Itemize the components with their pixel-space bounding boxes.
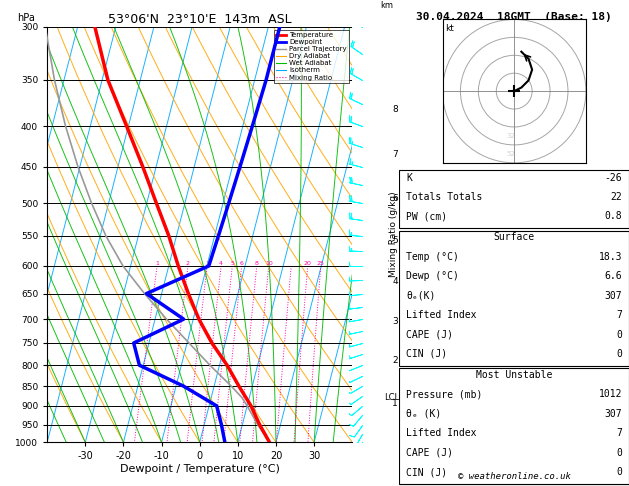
- Legend: Temperature, Dewpoint, Parcel Trajectory, Dry Adiabat, Wet Adiabat, Isotherm, Mi: Temperature, Dewpoint, Parcel Trajectory…: [274, 30, 348, 83]
- Text: © weatheronline.co.uk: © weatheronline.co.uk: [458, 472, 571, 481]
- Text: 1: 1: [392, 399, 398, 408]
- Text: 4: 4: [219, 261, 223, 266]
- Text: 307: 307: [604, 409, 622, 419]
- Text: 1012: 1012: [599, 389, 622, 399]
- Text: 7: 7: [392, 151, 398, 159]
- Text: 8: 8: [255, 261, 259, 266]
- Text: 5: 5: [392, 236, 398, 245]
- Text: 0: 0: [616, 349, 622, 359]
- Text: Most Unstable: Most Unstable: [476, 370, 552, 380]
- Text: hPa: hPa: [17, 13, 35, 22]
- Text: CIN (J): CIN (J): [406, 349, 447, 359]
- Text: 4: 4: [392, 277, 398, 286]
- Bar: [399, 170, 629, 228]
- Text: kt: kt: [445, 24, 454, 33]
- Text: Dewp (°C): Dewp (°C): [406, 271, 459, 281]
- Text: 0: 0: [616, 467, 622, 477]
- Text: PW (cm): PW (cm): [406, 211, 447, 222]
- Text: 2: 2: [186, 261, 190, 266]
- X-axis label: Dewpoint / Temperature (°C): Dewpoint / Temperature (°C): [120, 464, 280, 474]
- Text: CAPE (J): CAPE (J): [406, 330, 454, 340]
- Text: 7: 7: [616, 310, 622, 320]
- Text: 6: 6: [392, 194, 398, 203]
- Text: θₑ(K): θₑ(K): [406, 291, 436, 301]
- Text: Temp (°C): Temp (°C): [406, 252, 459, 262]
- Text: Lifted Index: Lifted Index: [406, 428, 477, 438]
- Text: Lifted Index: Lifted Index: [406, 310, 477, 320]
- Bar: [399, 368, 629, 484]
- Text: 307: 307: [604, 291, 622, 301]
- Text: 52: 52: [506, 151, 515, 156]
- Text: 25: 25: [317, 261, 325, 266]
- Text: LCL: LCL: [384, 393, 399, 402]
- Text: 22: 22: [610, 192, 622, 202]
- Text: K: K: [406, 173, 412, 183]
- Text: 1: 1: [155, 261, 159, 266]
- Text: 32: 32: [506, 133, 515, 139]
- Text: Mixing Ratio (g/kg): Mixing Ratio (g/kg): [389, 191, 398, 278]
- Text: 3: 3: [205, 261, 209, 266]
- Text: 18.3: 18.3: [599, 252, 622, 262]
- Text: Surface: Surface: [494, 232, 535, 243]
- Text: 8: 8: [392, 104, 398, 114]
- Text: 7: 7: [616, 428, 622, 438]
- Text: 3: 3: [392, 317, 398, 326]
- Text: -26: -26: [604, 173, 622, 183]
- Text: CIN (J): CIN (J): [406, 467, 447, 477]
- Text: 20: 20: [304, 261, 311, 266]
- Text: CAPE (J): CAPE (J): [406, 448, 454, 458]
- Text: 2: 2: [392, 356, 398, 365]
- Text: 0.8: 0.8: [604, 211, 622, 222]
- Text: 0: 0: [616, 330, 622, 340]
- Title: 53°06'N  23°10'E  143m  ASL: 53°06'N 23°10'E 143m ASL: [108, 13, 291, 26]
- Text: Totals Totals: Totals Totals: [406, 192, 482, 202]
- Text: 5: 5: [230, 261, 234, 266]
- Text: 6.6: 6.6: [604, 271, 622, 281]
- Text: 10: 10: [265, 261, 272, 266]
- Text: θₑ (K): θₑ (K): [406, 409, 442, 419]
- Bar: [399, 231, 629, 366]
- Text: Pressure (mb): Pressure (mb): [406, 389, 482, 399]
- Text: km: km: [380, 1, 393, 10]
- Text: 0: 0: [616, 448, 622, 458]
- Text: 6: 6: [240, 261, 243, 266]
- Text: 30.04.2024  18GMT  (Base: 18): 30.04.2024 18GMT (Base: 18): [416, 12, 612, 22]
